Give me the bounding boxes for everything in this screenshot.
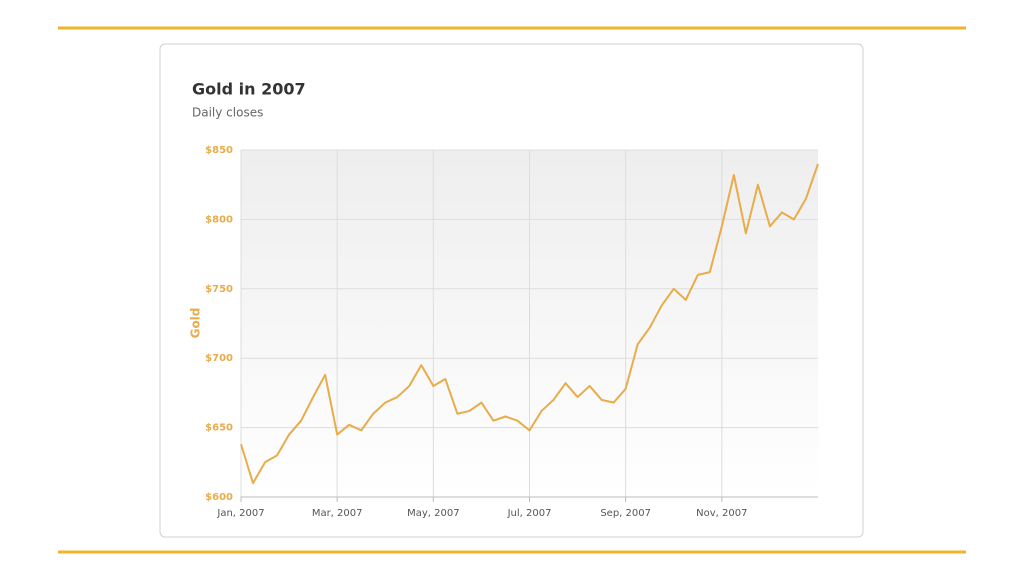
y-tick-label: $800: [205, 214, 233, 225]
x-tick-label: Jan, 2007: [216, 508, 264, 519]
x-tick-label: Jul, 2007: [507, 508, 552, 519]
y-tick-label: $750: [205, 284, 233, 295]
y-tick-label: $850: [205, 145, 233, 156]
x-tick-label: May, 2007: [407, 508, 459, 519]
x-tick-label: Sep, 2007: [600, 508, 651, 519]
chart-title: Gold in 2007: [192, 80, 306, 99]
y-tick-label: $600: [205, 492, 233, 503]
y-tick-label: $700: [205, 353, 233, 364]
x-tick-label: Mar, 2007: [312, 508, 363, 519]
chart-subtitle: Daily closes: [192, 106, 263, 120]
price-line: [240, 163, 819, 485]
y-axis-label: Gold: [189, 308, 203, 339]
x-tick-label: Nov, 2007: [696, 508, 747, 519]
y-tick-label: $650: [205, 423, 233, 434]
